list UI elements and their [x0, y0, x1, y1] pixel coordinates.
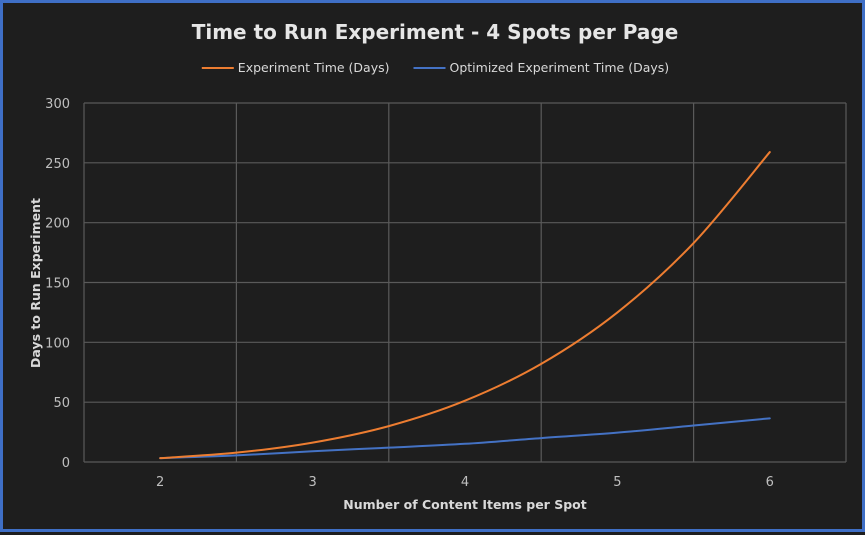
legend-item-2: Optimized Experiment Time (Days): [413, 60, 670, 75]
y-axis-title: Days to Run Experiment: [28, 198, 43, 368]
y-tick-label: 50: [53, 396, 70, 411]
legend-label: Experiment Time (Days): [238, 60, 390, 75]
x-tick-label: 4: [461, 475, 469, 490]
x-tick-label: 3: [308, 475, 316, 490]
chart-title: Time to Run Experiment - 4 Spots per Pag…: [192, 20, 679, 44]
legend: Experiment Time (Days) Optimized Experime…: [201, 60, 670, 75]
x-tick-label: 2: [156, 475, 164, 490]
legend-label: Optimized Experiment Time (Days): [450, 60, 670, 75]
y-tick-label: 0: [62, 456, 70, 471]
legend-item-1: Experiment Time (Days): [201, 60, 390, 75]
y-tick-label: 200: [45, 217, 70, 232]
grid: [83, 102, 847, 463]
x-tick-label: 6: [766, 475, 774, 490]
x-tick-label: 5: [613, 475, 621, 490]
y-tick-label: 300: [45, 97, 70, 112]
series-line-2: [159, 417, 771, 460]
x-axis-title: Number of Content Items per Spot: [343, 497, 586, 512]
y-tick-label: 150: [45, 277, 70, 292]
series-layer: [159, 151, 771, 460]
line-chart: Time to Run Experiment - 4 Spots per Pag…: [28, 20, 847, 512]
tick-labels: 0 50 100 150 200 250 300 2 3 4 5 6: [45, 97, 774, 490]
y-tick-label: 100: [45, 336, 70, 351]
y-tick-label: 250: [45, 157, 70, 172]
series-line-1: [159, 151, 771, 460]
